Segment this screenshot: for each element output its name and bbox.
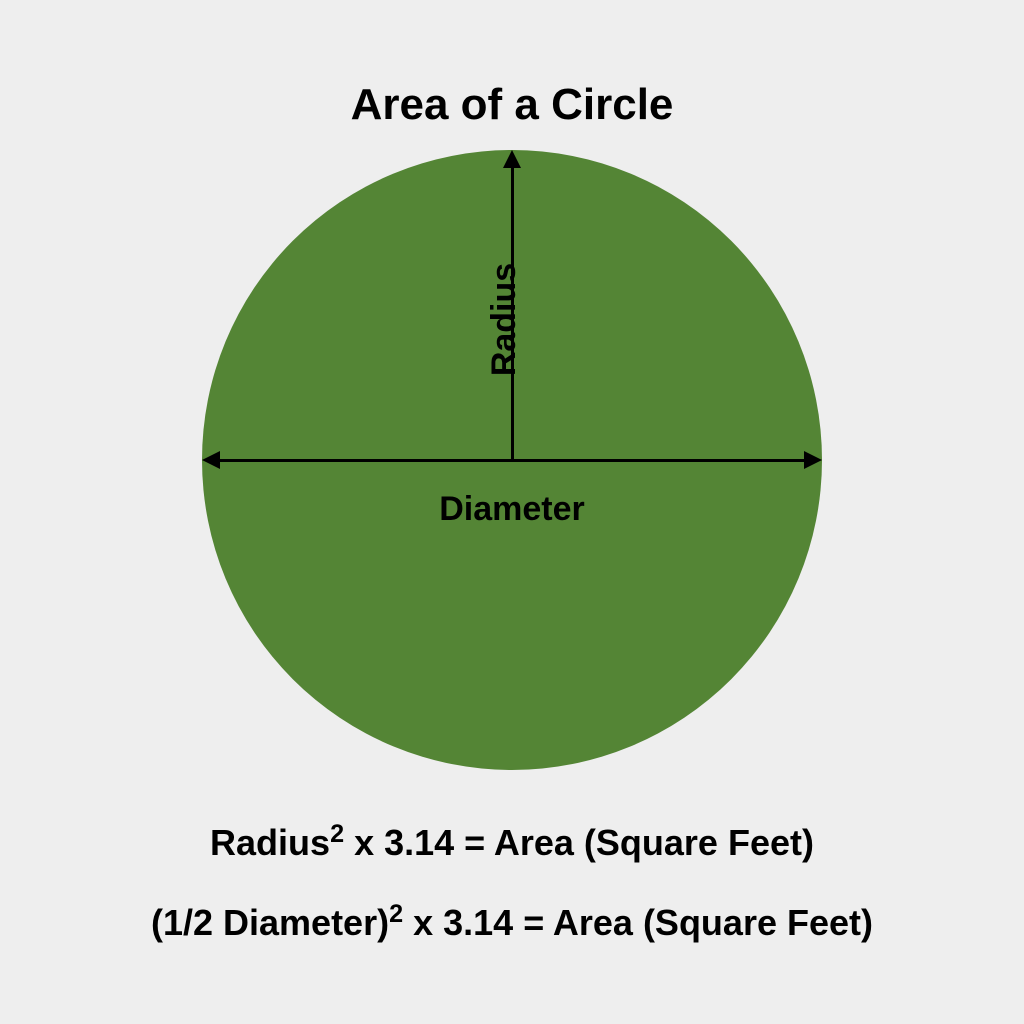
diameter-label: Diameter: [0, 490, 1024, 529]
radius-arrowhead-icon: [503, 150, 521, 168]
radius-label: Radius: [485, 263, 524, 376]
formula2-rest: x 3.14 = Area (Square Feet): [403, 902, 873, 943]
diameter-arrow-line: [210, 459, 814, 462]
formula1-base: Radius: [210, 822, 330, 863]
formula2-exponent: 2: [389, 900, 403, 928]
formula1-exponent: 2: [330, 820, 344, 848]
diameter-arrowhead-left-icon: [202, 451, 220, 469]
formula-line-1: Radius2 x 3.14 = Area (Square Feet): [0, 820, 1024, 864]
formula2-base: (1/2 Diameter): [151, 902, 389, 943]
formula-line-2: (1/2 Diameter)2 x 3.14 = Area (Square Fe…: [0, 900, 1024, 944]
diagram-title: Area of a Circle: [0, 80, 1024, 130]
formula1-rest: x 3.14 = Area (Square Feet): [344, 822, 814, 863]
diameter-arrowhead-right-icon: [804, 451, 822, 469]
